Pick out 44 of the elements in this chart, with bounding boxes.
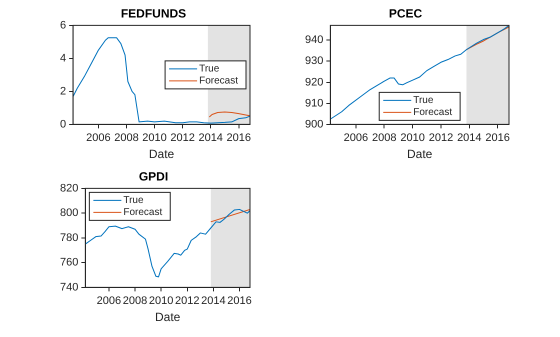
x-tick-label: 2010: [142, 132, 167, 144]
y-tick-label: 910: [304, 97, 324, 110]
legend-label: Forecast: [199, 76, 238, 87]
y-tick-label: 0: [60, 118, 66, 130]
x-tick-label: 2010: [148, 295, 174, 308]
chart-title: FEDFUNDS: [120, 6, 186, 21]
x-tick-label: 2016: [227, 295, 252, 308]
y-tick-label: 760: [60, 256, 78, 269]
x-tick-label: 2012: [175, 295, 200, 308]
y-tick-label: 930: [304, 55, 324, 68]
y-tick-label: 6: [60, 19, 66, 32]
legend-label: True: [413, 95, 434, 106]
x-tick-label: 2006: [344, 132, 368, 144]
x-tick-label: 2008: [372, 132, 396, 144]
legend-label: True: [199, 64, 220, 75]
chart-title: GPDI: [138, 170, 168, 184]
y-tick-label: 900: [304, 118, 324, 130]
x-tick-label: 2012: [170, 132, 195, 144]
legend-label: Forecast: [123, 207, 162, 218]
legend-label: True: [123, 195, 144, 206]
y-tick-label: 2: [60, 85, 66, 98]
legend-label: Forecast: [413, 107, 452, 118]
x-axis-title: Date: [154, 310, 181, 324]
x-tick-label: 2006: [86, 132, 111, 144]
y-tick-label: 940: [304, 34, 324, 46]
x-tick-label: 2014: [198, 132, 223, 144]
x-tick-label: 2016: [485, 132, 510, 144]
x-tick-label: 2016: [226, 132, 252, 144]
x-tick-label: 2012: [428, 132, 454, 144]
x-tick-label: 2008: [122, 295, 148, 308]
x-axis-title: Date: [406, 147, 433, 162]
x-axis-title: Date: [148, 147, 175, 162]
y-tick-label: 800: [60, 207, 78, 220]
x-tick-label: 2014: [457, 132, 482, 144]
x-tick-label: 2008: [114, 132, 139, 144]
x-tick-label: 2014: [201, 295, 226, 308]
y-tick-label: 920: [304, 76, 324, 88]
y-tick-label: 4: [60, 52, 66, 64]
x-tick-label: 2010: [400, 132, 425, 144]
y-tick-label: 780: [60, 232, 78, 244]
y-tick-label: 740: [60, 281, 78, 294]
x-tick-label: 2006: [96, 295, 122, 308]
y-tick-label: 820: [60, 182, 78, 194]
chart-title: PCEC: [388, 6, 422, 21]
